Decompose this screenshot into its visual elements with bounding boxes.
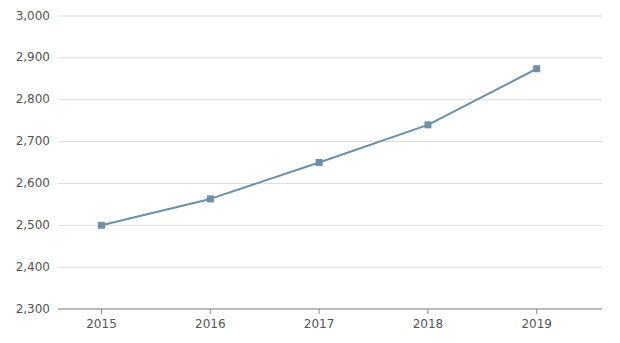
y-tick-label: 2,800 — [16, 92, 50, 106]
grid-line — [58, 183, 602, 184]
marker — [98, 222, 105, 229]
grid-line — [58, 267, 602, 268]
series — [98, 65, 540, 229]
x-tick — [319, 309, 320, 314]
y-tick-label: 2,300 — [16, 302, 50, 316]
x-tick — [210, 309, 211, 314]
x-tick-label: 2016 — [195, 317, 226, 331]
y-tick-label: 3,000 — [16, 9, 50, 23]
marker — [207, 195, 214, 202]
x-tick — [101, 309, 102, 314]
grid-line — [58, 57, 602, 58]
marker — [316, 159, 323, 166]
y-grid — [58, 16, 602, 309]
y-tick-label: 2,600 — [16, 176, 50, 190]
line — [102, 69, 537, 226]
y-tick-label: 2,400 — [16, 260, 50, 274]
grid-line — [58, 225, 602, 226]
grid-line — [58, 309, 602, 310]
y-tick-label: 2,900 — [16, 50, 50, 64]
marker — [424, 121, 431, 128]
y-tick-label: 2,700 — [16, 134, 50, 148]
x-tick-label: 2019 — [521, 317, 552, 331]
y-tick-label: 2,500 — [16, 218, 50, 232]
x-tick — [536, 309, 537, 314]
grid-line — [58, 141, 602, 142]
x-tick — [427, 309, 428, 314]
grid-line — [58, 99, 602, 100]
marker — [533, 65, 540, 72]
x-tick-label: 2017 — [304, 317, 335, 331]
x-axis-line — [58, 309, 602, 310]
x-tick-label: 2018 — [413, 317, 444, 331]
chart-container: 2,300 2,400 2,500 2,600 2,700 2,800 2,900 3,000… — [0, 0, 620, 343]
x-tick-label: 2015 — [86, 317, 117, 331]
chart: 2,300 2,400 2,500 2,600 2,700 2,800 2,900 3,000… — [0, 0, 620, 343]
grid-line — [58, 16, 602, 17]
